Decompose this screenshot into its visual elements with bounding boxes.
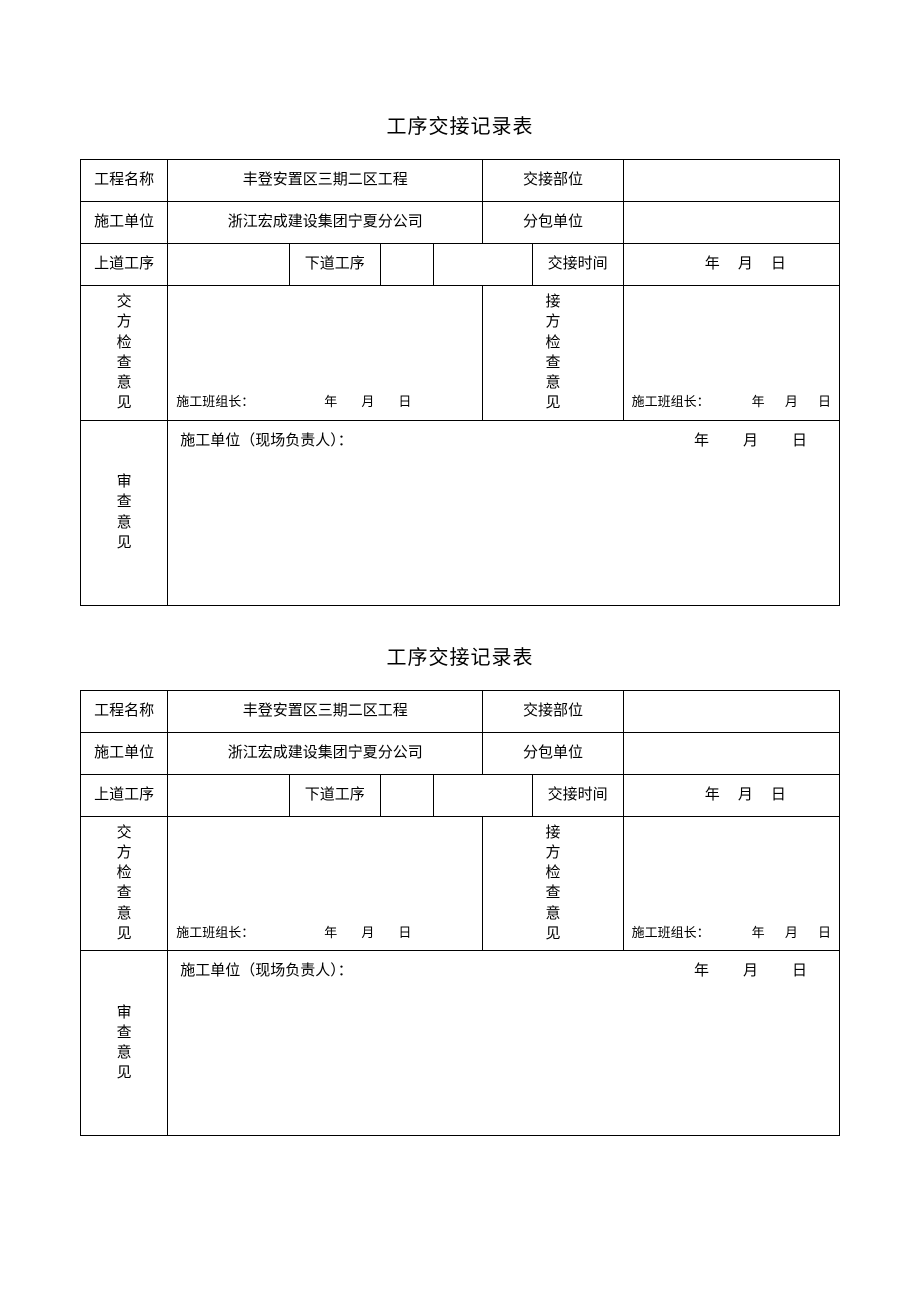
- label-receiver-opinion: 接方检查意见: [483, 816, 623, 951]
- label-next-process: 下道工序: [289, 774, 380, 816]
- label-construction-unit: 施工单位: [81, 732, 168, 774]
- receiver-signature-area: 施工班组长： 年 月 日: [623, 816, 839, 951]
- value-next-process: [380, 244, 433, 286]
- review-area: 施工单位（现场负责人）： 年月日: [168, 951, 840, 1136]
- sender-signature-area: 施工班组长： 年 月 日: [168, 816, 483, 951]
- value-project-name: 丰登安置区三期二区工程: [168, 160, 483, 202]
- label-team-leader: 施工班组长：: [632, 393, 710, 411]
- label-handover-part: 交接部位: [483, 160, 623, 202]
- label-handover-part: 交接部位: [483, 690, 623, 732]
- label-sender-opinion: 交方检查意见: [81, 816, 168, 951]
- receiver-signature-area: 施工班组长： 年 月 日: [623, 286, 839, 421]
- label-team-leader: 施工班组长：: [632, 924, 710, 942]
- label-review-prefix: 施工单位（现场负责人）：: [180, 431, 353, 452]
- value-construction-unit: 浙江宏成建设集团宁夏分公司: [168, 732, 483, 774]
- label-next-process: 下道工序: [289, 244, 380, 286]
- value-handover-time: 年月日: [623, 774, 839, 816]
- value-subcontractor: [623, 202, 839, 244]
- label-project-name: 工程名称: [81, 160, 168, 202]
- form-title: 工序交接记录表: [80, 110, 840, 139]
- label-review-opinion: 审查意见: [81, 420, 168, 605]
- value-blank: [433, 774, 532, 816]
- label-handover-time: 交接时间: [532, 244, 623, 286]
- label-subcontractor: 分包单位: [483, 732, 623, 774]
- value-subcontractor: [623, 732, 839, 774]
- value-handover-part: [623, 160, 839, 202]
- value-prev-process: [168, 774, 289, 816]
- review-area: 施工单位（现场负责人）： 年月日: [168, 420, 840, 605]
- label-team-leader: 施工班组长：: [176, 924, 254, 942]
- label-handover-time: 交接时间: [532, 774, 623, 816]
- label-subcontractor: 分包单位: [483, 202, 623, 244]
- handover-table: 工程名称 丰登安置区三期二区工程 交接部位 施工单位 浙江宏成建设集团宁夏分公司…: [80, 159, 840, 606]
- value-construction-unit: 浙江宏成建设集团宁夏分公司: [168, 202, 483, 244]
- handover-table: 工程名称 丰登安置区三期二区工程 交接部位 施工单位 浙江宏成建设集团宁夏分公司…: [80, 690, 840, 1137]
- value-handover-time: 年月日: [623, 244, 839, 286]
- value-blank: [433, 244, 532, 286]
- label-review-opinion: 审查意见: [81, 951, 168, 1136]
- label-construction-unit: 施工单位: [81, 202, 168, 244]
- label-prev-process: 上道工序: [81, 774, 168, 816]
- label-receiver-opinion: 接方检查意见: [483, 286, 623, 421]
- value-next-process: [380, 774, 433, 816]
- label-review-prefix: 施工单位（现场负责人）：: [180, 961, 353, 982]
- value-handover-part: [623, 690, 839, 732]
- value-prev-process: [168, 244, 289, 286]
- label-project-name: 工程名称: [81, 690, 168, 732]
- value-project-name: 丰登安置区三期二区工程: [168, 690, 483, 732]
- label-prev-process: 上道工序: [81, 244, 168, 286]
- label-sender-opinion: 交方检查意见: [81, 286, 168, 421]
- sender-signature-area: 施工班组长： 年 月 日: [168, 286, 483, 421]
- form-title: 工序交接记录表: [80, 641, 840, 670]
- label-team-leader: 施工班组长：: [176, 393, 254, 411]
